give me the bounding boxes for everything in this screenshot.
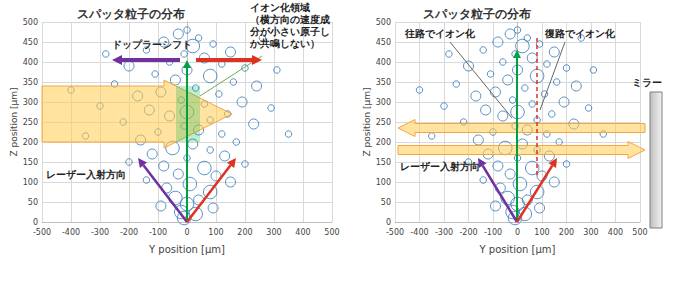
svg-text:500: 500 xyxy=(23,18,38,27)
svg-text:-100: -100 xyxy=(149,228,167,237)
svg-text:スパッタ粒子の分布: スパッタ粒子の分布 xyxy=(423,7,531,21)
svg-text:200: 200 xyxy=(23,138,38,147)
svg-text:-500: -500 xyxy=(386,228,404,237)
svg-text:200: 200 xyxy=(237,228,252,237)
svg-text:200: 200 xyxy=(559,228,574,237)
svg-text:350: 350 xyxy=(23,78,38,87)
svg-text:0: 0 xyxy=(184,228,189,237)
svg-text:（横方向の速度成: （横方向の速度成 xyxy=(250,14,330,25)
svg-text:150: 150 xyxy=(376,158,391,167)
svg-text:-400: -400 xyxy=(62,228,80,237)
svg-text:400: 400 xyxy=(376,58,391,67)
svg-text:150: 150 xyxy=(23,158,38,167)
svg-text:100: 100 xyxy=(376,178,391,187)
svg-text:か共鳴しない）: か共鳴しない） xyxy=(249,38,320,50)
svg-text:200: 200 xyxy=(376,138,391,147)
svg-text:500: 500 xyxy=(324,228,339,237)
svg-text:250: 250 xyxy=(23,118,38,127)
svg-text:0: 0 xyxy=(515,228,520,237)
svg-text:Z position [μm]: Z position [μm] xyxy=(362,87,372,156)
svg-text:100: 100 xyxy=(208,228,223,237)
svg-text:400: 400 xyxy=(295,228,310,237)
svg-text:0: 0 xyxy=(33,218,38,227)
svg-text:イオン化領域: イオン化領域 xyxy=(250,2,310,13)
svg-text:-500: -500 xyxy=(33,228,51,237)
svg-text:分が小さい原子し: 分が小さい原子し xyxy=(249,26,330,37)
svg-text:Y position [μm]: Y position [μm] xyxy=(148,244,225,255)
svg-text:Y position [μm]: Y position [μm] xyxy=(479,244,556,255)
svg-text:300: 300 xyxy=(23,98,38,107)
svg-text:レーザー入射方向: レーザー入射方向 xyxy=(400,161,480,172)
svg-text:350: 350 xyxy=(376,78,391,87)
svg-text:ミラー: ミラー xyxy=(632,77,662,88)
svg-text:400: 400 xyxy=(608,228,623,237)
svg-text:50: 50 xyxy=(28,198,38,207)
svg-text:スパッタ粒子の分布: スパッタ粒子の分布 xyxy=(77,7,185,21)
svg-text:100: 100 xyxy=(23,178,38,187)
svg-text:500: 500 xyxy=(632,228,647,237)
svg-text:-200: -200 xyxy=(459,228,477,237)
svg-text:-300: -300 xyxy=(435,228,453,237)
svg-text:-100: -100 xyxy=(484,228,502,237)
svg-text:-400: -400 xyxy=(410,228,428,237)
svg-text:300: 300 xyxy=(266,228,281,237)
svg-text:-300: -300 xyxy=(91,228,109,237)
svg-text:復路でイオン化: 復路でイオン化 xyxy=(544,28,616,39)
svg-text:300: 300 xyxy=(376,98,391,107)
svg-text:450: 450 xyxy=(376,38,391,47)
svg-text:500: 500 xyxy=(376,18,391,27)
svg-text:400: 400 xyxy=(23,58,38,67)
svg-text:往路でイオン化: 往路でイオン化 xyxy=(404,28,476,39)
svg-text:Z position [μm]: Z position [μm] xyxy=(9,87,19,156)
svg-text:250: 250 xyxy=(376,118,391,127)
svg-text:0: 0 xyxy=(386,218,391,227)
svg-text:100: 100 xyxy=(534,228,549,237)
svg-text:300: 300 xyxy=(583,228,598,237)
svg-text:50: 50 xyxy=(381,198,391,207)
svg-text:レーザー入射方向: レーザー入射方向 xyxy=(46,169,126,180)
svg-text:450: 450 xyxy=(23,38,38,47)
svg-text:ドップラーシフト: ドップラーシフト xyxy=(112,39,192,50)
svg-text:-200: -200 xyxy=(120,228,138,237)
